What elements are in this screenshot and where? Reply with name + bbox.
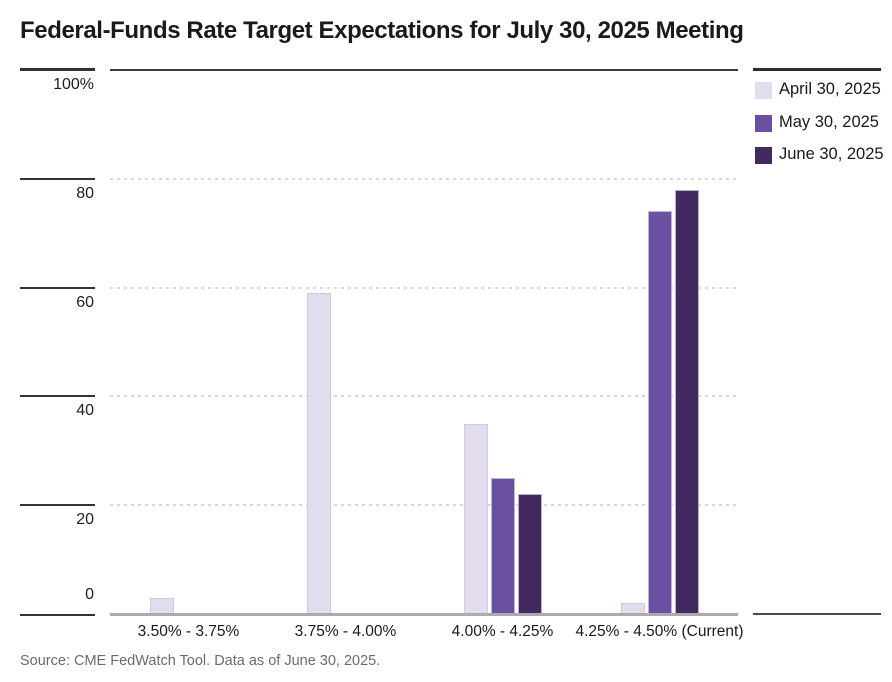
bar-april-30-2025-4-00-4-25 bbox=[463, 423, 488, 614]
chart-title: Federal-Funds Rate Target Expectations f… bbox=[20, 17, 744, 44]
legend-label-june-30-2025: June 30, 2025 bbox=[779, 145, 884, 163]
x-axis-label-3-50-3-75: 3.50% - 3.75% bbox=[137, 623, 240, 640]
gridline-40 bbox=[110, 395, 738, 398]
gridline-80 bbox=[110, 177, 738, 180]
gridline-20 bbox=[110, 504, 738, 507]
legend-swatch-may-30-2025 bbox=[755, 114, 772, 132]
bar-april-30-2025-3-50-3-75 bbox=[149, 597, 174, 614]
source-note: Source: CME FedWatch Tool. Data as of Ju… bbox=[20, 653, 381, 669]
bar-june-30-2025-4-00-4-25 bbox=[517, 494, 542, 614]
legend-swatch-june-30-2025 bbox=[755, 147, 772, 164]
y-axis-label-80: 80 bbox=[76, 184, 94, 202]
frame-line-bottom-left bbox=[20, 614, 95, 616]
axis-line-100pct bbox=[110, 69, 738, 71]
y-axis-label-100: 100% bbox=[53, 76, 94, 93]
frame-line-bottom-right bbox=[753, 613, 881, 615]
legend-label-may-30-2025: May 30, 2025 bbox=[779, 112, 879, 131]
y-axis-label-60: 60 bbox=[76, 293, 94, 311]
y-tick-line-100 bbox=[20, 69, 95, 71]
y-axis-label-40: 40 bbox=[76, 402, 94, 420]
bar-april-30-2025-3-75-4-00 bbox=[306, 293, 331, 614]
y-axis-label-20: 20 bbox=[76, 511, 94, 529]
y-tick-line-20 bbox=[20, 504, 95, 507]
x-axis-label-4-25-4-50-current: 4.25% - 4.50% (Current) bbox=[575, 623, 744, 640]
gridline-60 bbox=[110, 286, 738, 289]
legend-label-april-30-2025: April 30, 2025 bbox=[779, 80, 881, 98]
frame-line-top-right bbox=[753, 68, 881, 71]
x-axis-label-3-75-4-00: 3.75% - 4.00% bbox=[294, 623, 397, 640]
x-axis-label-4-00-4-25: 4.00% - 4.25% bbox=[451, 623, 554, 640]
y-axis-label-0: 0 bbox=[85, 586, 94, 603]
bar-may-30-2025-4-00-4-25 bbox=[490, 478, 515, 614]
x-axis-baseline bbox=[110, 613, 738, 616]
y-tick-line-40 bbox=[20, 395, 95, 398]
bar-june-30-2025-4-25-4-50-current bbox=[674, 189, 699, 614]
bar-may-30-2025-4-25-4-50-current bbox=[647, 211, 672, 614]
legend-swatch-april-30-2025 bbox=[755, 82, 772, 99]
y-tick-line-60 bbox=[20, 286, 95, 289]
y-tick-line-80 bbox=[20, 177, 95, 180]
